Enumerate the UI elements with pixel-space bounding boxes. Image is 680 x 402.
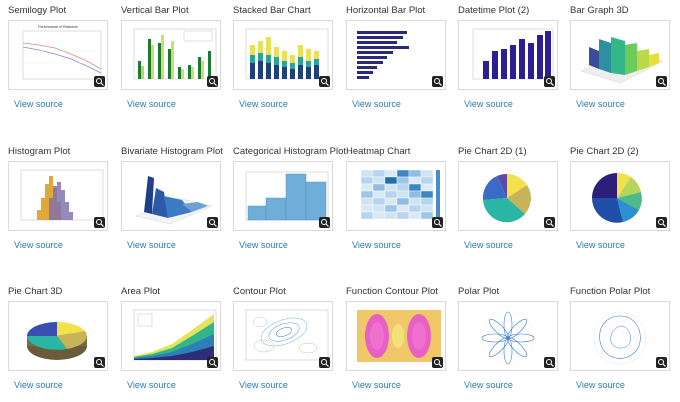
thumbnail[interactable] bbox=[8, 161, 108, 231]
thumbnail[interactable]: Performance of Resistors bbox=[8, 20, 108, 90]
view-source-link[interactable]: View source bbox=[576, 380, 625, 390]
view-source-link[interactable]: View source bbox=[464, 99, 513, 109]
zoom-icon[interactable] bbox=[544, 357, 555, 368]
view-source-link[interactable]: View source bbox=[352, 240, 401, 250]
thumbnail[interactable] bbox=[121, 161, 221, 231]
thumbnail[interactable] bbox=[233, 301, 333, 371]
thumbnail[interactable] bbox=[570, 301, 670, 371]
zoom-icon[interactable] bbox=[432, 76, 443, 87]
thumbnail[interactable] bbox=[346, 301, 446, 371]
zoom-icon[interactable] bbox=[544, 217, 555, 228]
view-source-link[interactable]: View source bbox=[352, 99, 401, 109]
view-source-link[interactable]: View source bbox=[14, 380, 63, 390]
view-source-link[interactable]: View source bbox=[576, 240, 625, 250]
card-title: Stacked Bar Chart bbox=[233, 5, 311, 16]
zoom-icon[interactable] bbox=[94, 357, 105, 368]
thumbnail[interactable] bbox=[8, 301, 108, 371]
zoom-icon[interactable] bbox=[544, 76, 555, 87]
view-source-link[interactable]: View source bbox=[239, 240, 288, 250]
card-title: Heatmap Chart bbox=[346, 146, 411, 157]
thumbnail[interactable] bbox=[121, 20, 221, 90]
thumbnail[interactable] bbox=[458, 301, 558, 371]
zoom-icon[interactable] bbox=[94, 76, 105, 87]
thumbnail[interactable] bbox=[458, 161, 558, 231]
view-source-link[interactable]: View source bbox=[576, 99, 625, 109]
thumbnail[interactable] bbox=[458, 20, 558, 90]
zoom-icon[interactable] bbox=[207, 217, 218, 228]
card-title: Polar Plot bbox=[458, 286, 500, 297]
thumbnail[interactable] bbox=[570, 161, 670, 231]
view-source-link[interactable]: View source bbox=[352, 380, 401, 390]
card-title: Categorical Histogram Plot bbox=[233, 146, 346, 157]
thumbnail[interactable] bbox=[346, 161, 446, 231]
thumbnail[interactable] bbox=[346, 20, 446, 90]
zoom-icon[interactable] bbox=[207, 357, 218, 368]
zoom-icon[interactable] bbox=[94, 217, 105, 228]
zoom-icon[interactable] bbox=[319, 357, 330, 368]
svg-text:Performance of Resistors: Performance of Resistors bbox=[38, 25, 78, 29]
card-title: Histogram Plot bbox=[8, 146, 71, 157]
card-title: Pie Chart 2D (1) bbox=[458, 146, 527, 157]
card-title: Function Contour Plot bbox=[346, 286, 438, 297]
view-source-link[interactable]: View source bbox=[127, 240, 176, 250]
card-title: Vertical Bar Plot bbox=[121, 5, 189, 16]
card-title: Pie Chart 3D bbox=[8, 286, 63, 297]
thumbnail[interactable] bbox=[233, 20, 333, 90]
card-title: Function Polar Plot bbox=[570, 286, 651, 297]
zoom-icon[interactable] bbox=[656, 217, 667, 228]
view-source-link[interactable]: View source bbox=[127, 380, 176, 390]
view-source-link[interactable]: View source bbox=[239, 99, 288, 109]
view-source-link[interactable]: View source bbox=[464, 240, 513, 250]
thumbnail[interactable] bbox=[233, 161, 333, 231]
view-source-link[interactable]: View source bbox=[14, 99, 63, 109]
card-title: Pie Chart 2D (2) bbox=[570, 146, 639, 157]
card-title: Contour Plot bbox=[233, 286, 286, 297]
zoom-icon[interactable] bbox=[656, 357, 667, 368]
zoom-icon[interactable] bbox=[432, 357, 443, 368]
zoom-icon[interactable] bbox=[432, 217, 443, 228]
zoom-icon[interactable] bbox=[207, 76, 218, 87]
card-title: Area Plot bbox=[121, 286, 161, 297]
zoom-icon[interactable] bbox=[319, 217, 330, 228]
card-title: Bar Graph 3D bbox=[570, 5, 629, 16]
thumbnail[interactable] bbox=[570, 20, 670, 90]
zoom-icon[interactable] bbox=[319, 76, 330, 87]
thumbnail[interactable] bbox=[121, 301, 221, 371]
view-source-link[interactable]: View source bbox=[14, 240, 63, 250]
view-source-link[interactable]: View source bbox=[239, 380, 288, 390]
card-title: Semilogy Plot bbox=[8, 5, 67, 16]
view-source-link[interactable]: View source bbox=[464, 380, 513, 390]
view-source-link[interactable]: View source bbox=[127, 99, 176, 109]
zoom-icon[interactable] bbox=[656, 76, 667, 87]
card-title: Bivariate Histogram Plot bbox=[121, 146, 223, 157]
card-title: Datetime Plot (2) bbox=[458, 5, 530, 16]
card-title: Horizontal Bar Plot bbox=[346, 5, 426, 16]
